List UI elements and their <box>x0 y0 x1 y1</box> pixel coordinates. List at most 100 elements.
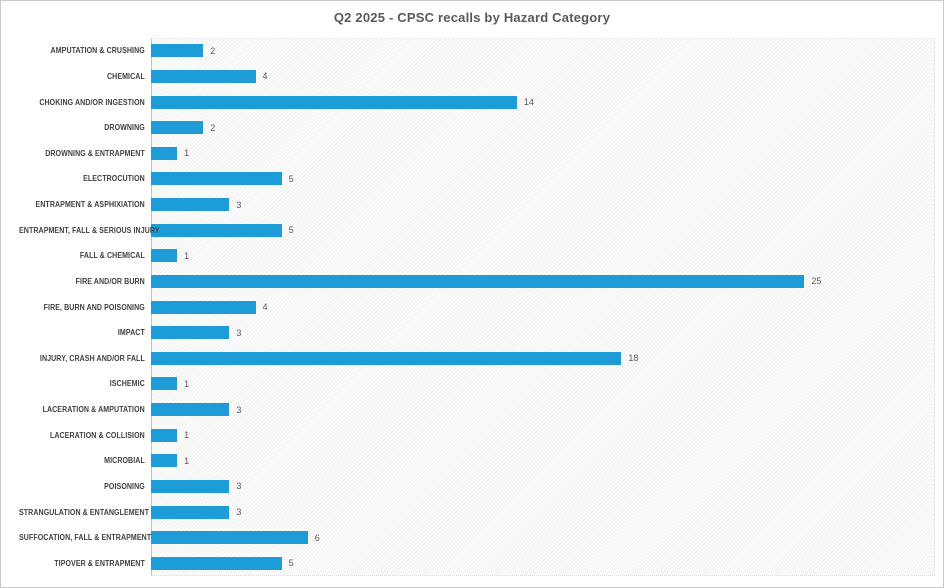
bar-row: TIPOVER & ENTRAPMENT 5 <box>1 551 943 577</box>
bar-area: 1 <box>151 371 943 397</box>
value-label: 5 <box>288 558 294 569</box>
bar-area: 3 <box>151 499 943 525</box>
bar-area: 6 <box>151 525 943 551</box>
bar <box>151 454 178 468</box>
category-label: LACERATION & AMPUTATION <box>42 405 145 415</box>
category-label: ISCHEMIC <box>109 379 145 389</box>
bar-rows: AMPUTATION & CRUSHING 2 CHEMICAL 4 CHOKING A… <box>1 38 943 576</box>
category-label: DROWNING <box>104 123 145 133</box>
bar-area: 3 <box>151 397 943 423</box>
bar-area: 5 <box>151 551 943 577</box>
bar-row: ISCHEMIC 1 <box>1 371 943 397</box>
category-label: ENTRAPMENT, FALL & SERIOUS INJURY <box>19 225 160 235</box>
bar-area: 3 <box>151 192 943 218</box>
value-label: 5 <box>288 173 294 184</box>
bar-area: 1 <box>151 141 943 167</box>
category-label: TIPOVER & ENTRAPMENT <box>54 558 145 568</box>
bar-area: 3 <box>151 320 943 346</box>
bar-area: 14 <box>151 89 943 115</box>
value-label: 3 <box>236 327 242 338</box>
category-label: AMPUTATION & CRUSHING <box>50 46 145 56</box>
bar <box>151 172 282 186</box>
category-label: CHEMICAL <box>106 71 145 81</box>
value-label: 3 <box>236 199 242 210</box>
value-label: 3 <box>236 481 242 492</box>
bar-row: IMPACT 3 <box>1 320 943 346</box>
value-label: 2 <box>210 45 216 56</box>
value-label: 1 <box>184 378 190 389</box>
bar-row: AMPUTATION & CRUSHING 2 <box>1 38 943 64</box>
bar-area: 5 <box>151 217 943 243</box>
value-label: 4 <box>262 71 268 82</box>
bar-row: MICROBIAL 1 <box>1 448 943 474</box>
bar <box>151 351 622 365</box>
category-label: FIRE AND/OR BURN <box>75 276 145 286</box>
bar <box>151 531 308 545</box>
bar <box>151 403 230 417</box>
category-label: MICROBIAL <box>104 456 145 466</box>
bar-row: FIRE, BURN AND POISONING 4 <box>1 294 943 320</box>
bar <box>151 300 256 314</box>
value-label: 14 <box>523 97 534 108</box>
bar-row: CHEMICAL 4 <box>1 64 943 90</box>
bar-row: POISONING 3 <box>1 474 943 500</box>
value-label: 6 <box>314 532 320 543</box>
bar-row: DROWNING 2 <box>1 115 943 141</box>
plot-area <box>151 38 935 576</box>
value-label: 1 <box>184 250 190 261</box>
category-label: FIRE, BURN AND POISONING <box>43 302 145 312</box>
category-label: LACERATION & COLLISION <box>49 430 145 440</box>
bar-area: 5 <box>151 166 943 192</box>
category-label: POISONING <box>104 481 145 491</box>
bar <box>151 479 230 493</box>
category-label: INJURY, CRASH AND/OR FALL <box>39 353 145 363</box>
bar <box>151 198 230 212</box>
bar-row: FIRE AND/OR BURN 25 <box>1 269 943 295</box>
bar-row: DROWNING & ENTRAPMENT 1 <box>1 141 943 167</box>
bar <box>151 121 204 135</box>
category-label: DROWNING & ENTRAPMENT <box>45 148 145 158</box>
value-label: 18 <box>628 353 639 364</box>
bar <box>151 326 230 340</box>
bar-row: STRANGULATION & ENTANGLEMENT 3 <box>1 499 943 525</box>
value-label: 1 <box>184 455 190 466</box>
value-label: 5 <box>288 225 294 236</box>
bar <box>151 44 204 58</box>
value-label: 3 <box>236 507 242 518</box>
category-label: SUFFOCATION, FALL & ENTRAPMENT <box>19 533 152 543</box>
bar-area: 4 <box>151 294 943 320</box>
value-label: 25 <box>811 276 822 287</box>
bar-row: ENTRAPMENT & ASPHIXIATION 3 <box>1 192 943 218</box>
bar-row: ELECTROCUTION 5 <box>1 166 943 192</box>
bar <box>151 69 256 83</box>
bar-area: 1 <box>151 448 943 474</box>
bar-area: 1 <box>151 422 943 448</box>
bar-row: LACERATION & COLLISION 1 <box>1 422 943 448</box>
bar-area: 3 <box>151 474 943 500</box>
bar-area: 4 <box>151 64 943 90</box>
bar <box>151 95 517 109</box>
value-label: 1 <box>184 148 190 159</box>
category-label: IMPACT <box>117 328 145 338</box>
category-label: ELECTROCUTION <box>83 174 145 184</box>
category-label: CHOKING AND/OR INGESTION <box>39 97 145 107</box>
chart-title: Q2 2025 - CPSC recalls by Hazard Categor… <box>333 10 611 25</box>
bar <box>151 274 805 288</box>
bar-row: CHOKING AND/OR INGESTION 14 <box>1 89 943 115</box>
bar <box>151 146 178 160</box>
bar-area: 25 <box>151 269 943 295</box>
value-label: 2 <box>210 122 216 133</box>
bar <box>151 428 178 442</box>
bar-area: 1 <box>151 243 943 269</box>
bar-row: INJURY, CRASH AND/OR FALL 18 <box>1 346 943 372</box>
bar-area: 2 <box>151 115 943 141</box>
bar <box>151 223 282 237</box>
bar-area: 2 <box>151 38 943 64</box>
category-label: FALL & CHEMICAL <box>79 251 145 261</box>
bar <box>151 505 230 519</box>
bar-row: ENTRAPMENT, FALL & SERIOUS INJURY 5 <box>1 217 943 243</box>
bar <box>151 556 282 570</box>
bar <box>151 377 178 391</box>
bar-row: LACERATION & AMPUTATION 3 <box>1 397 943 423</box>
